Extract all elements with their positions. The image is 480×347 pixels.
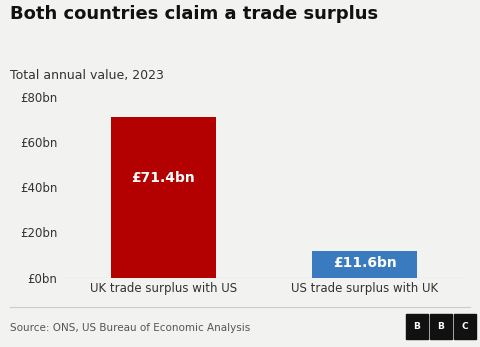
Text: £71.4bn: £71.4bn <box>132 171 195 185</box>
Text: Both countries claim a trade surplus: Both countries claim a trade surplus <box>10 5 378 23</box>
Text: B: B <box>413 322 420 331</box>
Text: B: B <box>437 322 444 331</box>
Text: Total annual value, 2023: Total annual value, 2023 <box>10 69 164 82</box>
Bar <box>111 117 216 278</box>
Text: Source: ONS, US Bureau of Economic Analysis: Source: ONS, US Bureau of Economic Analy… <box>10 323 250 333</box>
Bar <box>312 252 417 278</box>
Text: C: C <box>461 322 468 331</box>
Text: £11.6bn: £11.6bn <box>333 256 396 270</box>
